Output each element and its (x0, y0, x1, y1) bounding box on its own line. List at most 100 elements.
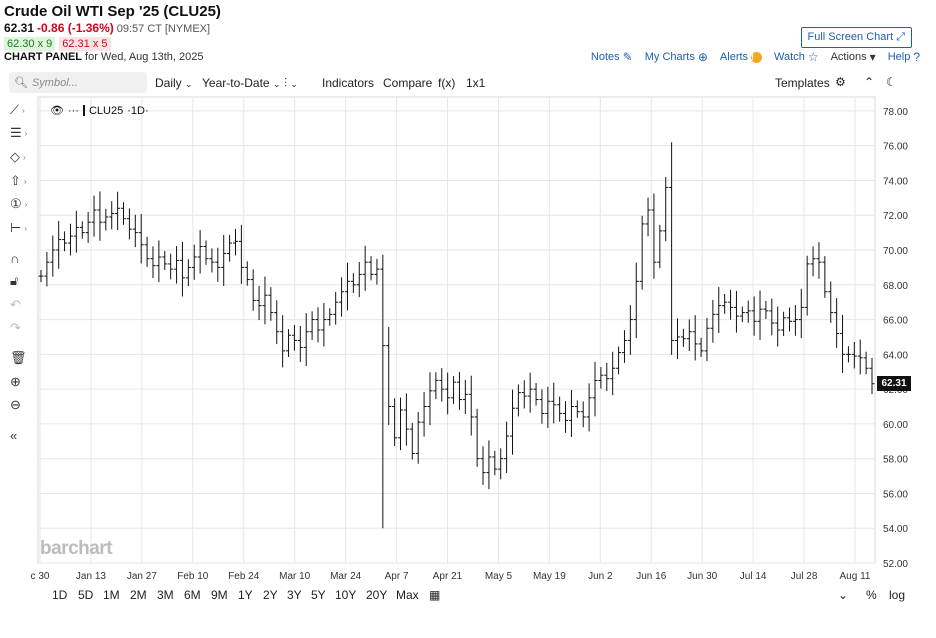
label-tool[interactable]: ① › (10, 194, 36, 214)
compare-button[interactable]: Compare (383, 76, 433, 90)
x-tick-label: Jul 14 (740, 571, 767, 582)
arrow-up-icon: ⇧ (10, 173, 21, 188)
range-3m[interactable]: 3M (157, 588, 174, 602)
delete-drawings-button[interactable]: 🗑︎ (10, 348, 36, 368)
chart-toolbar: 🔍︎ Symbol... Daily ⌄ Year-to-Date ⌄ ⫶ ⌄ … (0, 72, 936, 94)
theme-moon-icon[interactable]: ☾ (886, 75, 897, 89)
interval-select[interactable]: Daily ⌄ (155, 76, 193, 90)
redo-button[interactable]: ↷ (10, 318, 36, 338)
zoom-in-button[interactable]: ⊕ (10, 372, 36, 392)
range-1m[interactable]: 1M (103, 588, 120, 602)
notes-link[interactable]: Notes ✎ (591, 50, 633, 64)
measure-tool[interactable]: ⊢ › (10, 218, 36, 238)
last-price: 62.31 (4, 21, 35, 35)
x-tick-label: Jul 28 (791, 571, 818, 582)
legend-interval: ·1D· (127, 104, 149, 117)
price-chart[interactable]: 78.00 76.00 74.00 72.00 70.00 68.00 66.00 64.00… (0, 0, 936, 585)
actions-menu[interactable]: Actions ▾ (831, 50, 876, 64)
y-tick-label: 64.00 (883, 350, 908, 361)
quote-line: 62.31 -0.86 (-1.36%) 09:57 CT [NYMEX] (4, 21, 210, 35)
my-charts-link[interactable]: My Charts ⊕ (645, 50, 708, 64)
help-link[interactable]: Help? (888, 50, 920, 64)
period-label: Year-to-Date (202, 76, 270, 90)
range-3y[interactable]: 3Y (287, 588, 302, 602)
bar-type-select[interactable]: ⫶ ⌄ (284, 76, 298, 91)
range-9m[interactable]: 9M (211, 588, 228, 602)
alert-icon: ! (751, 51, 763, 63)
symbol-search-input[interactable]: 🔍︎ Symbol... (9, 72, 147, 93)
gear-icon[interactable]: ⚙ (835, 75, 846, 89)
x-tick-label: Jun 30 (687, 571, 717, 582)
percent-toggle[interactable]: % (866, 588, 877, 602)
y-tick-label: 60.00 (883, 420, 908, 431)
y-tick-label: 56.00 (883, 489, 908, 500)
range-1y[interactable]: 1Y (238, 588, 253, 602)
ask-badge: 62.31 x 5 (59, 37, 111, 51)
search-icon: 🔍︎ (14, 77, 28, 89)
full-screen-label: Full Screen Chart (807, 31, 894, 43)
fib-tool[interactable]: ☰ › (10, 123, 36, 143)
double-chevron-down-icon[interactable]: ⌄ (838, 588, 849, 602)
x-tick-label: Aug 11 (840, 571, 871, 582)
help-label: Help (887, 51, 911, 63)
layout-button[interactable]: 1x1 (466, 76, 486, 90)
legend-swatch (82, 105, 85, 116)
fx-button[interactable]: f(x) (438, 76, 456, 90)
range-6m[interactable]: 6M (184, 588, 201, 602)
range-5d[interactable]: 5D (78, 588, 94, 602)
period-select[interactable]: Year-to-Date ⌄ (202, 76, 280, 90)
chart-legend: 👁︎ ··· CLU25·1D· (50, 104, 149, 118)
zoom-out-icon: ⊖ (10, 397, 21, 412)
range-2m[interactable]: 2M (130, 588, 147, 602)
zoom-out-button[interactable]: ⊖ (10, 395, 36, 415)
y-tick-label: 66.00 (883, 316, 908, 327)
chevron-right-icon: › (23, 152, 26, 162)
calendar-icon[interactable]: ▦ (429, 588, 441, 602)
x-tick-label: Mar 10 (279, 571, 311, 582)
indicators-button[interactable]: Indicators (322, 76, 375, 90)
chevron-right-icon: › (23, 176, 27, 186)
legend-symbol: CLU25 (88, 104, 124, 117)
log-toggle[interactable]: log (889, 588, 906, 602)
collapse-toolbar-button[interactable]: « (10, 425, 36, 445)
chevron-down-icon: ⌄ (272, 79, 281, 89)
range-10y[interactable]: 10Y (335, 588, 357, 602)
eye-icon[interactable]: 👁︎ (50, 105, 64, 117)
full-screen-chart-button[interactable]: Full Screen Chart ⤢ (800, 27, 912, 48)
range-5y[interactable]: 5Y (311, 588, 326, 602)
range-2y[interactable]: 2Y (263, 588, 278, 602)
more-icon[interactable]: ··· (67, 104, 79, 117)
watch-link[interactable]: Watch ☆ (774, 50, 819, 64)
edit-icon: ✎ (622, 50, 633, 64)
alerts-label: Alerts (719, 51, 749, 63)
x-tick-label: Feb 10 (177, 571, 209, 582)
measure-icon: ⊢ (10, 220, 22, 235)
range-1d[interactable]: 1D (52, 588, 68, 602)
templates-button[interactable]: Templates (775, 76, 830, 90)
chevron-right-icon: › (24, 223, 27, 233)
barchart-watermark: barchart (40, 538, 113, 559)
unlock-icon: 🔓︎ (10, 273, 19, 288)
x-tick-label: c 30 (31, 571, 50, 582)
range-max[interactable]: Max (396, 588, 419, 602)
collapse-icon[interactable]: ⌃ (864, 75, 875, 89)
arrow-tool[interactable]: ⇧ › (10, 171, 36, 191)
price-change: -0.86 (-1.36%) (37, 21, 114, 35)
x-tick-label: May 19 (533, 571, 566, 582)
shape-tool[interactable]: ◇ › (10, 147, 36, 167)
lock-tool[interactable]: 🔓︎ (10, 271, 36, 291)
range-20y[interactable]: 20Y (366, 588, 388, 602)
panel-date: for Wed, Aug 13th, 2025 (85, 51, 204, 63)
ohlc-bars-icon: ⫶ (284, 76, 288, 90)
x-tick-label: Feb 24 (228, 571, 260, 582)
y-tick-label: 68.00 (883, 281, 908, 292)
x-tick-label: Jun 2 (588, 571, 613, 582)
undo-button[interactable]: ↶ (10, 295, 36, 315)
trendline-tool[interactable]: ⟋ › (10, 100, 36, 120)
magnet-tool[interactable]: ∩ (10, 248, 36, 268)
caret-down-icon: ▾ (869, 50, 876, 64)
redo-icon: ↷ (10, 320, 21, 335)
alerts-link[interactable]: Alerts! (719, 50, 763, 64)
trendline-icon: ⟋ (10, 102, 20, 117)
bid-ask: 62.30 x 9 62.31 x 5 (4, 37, 111, 51)
